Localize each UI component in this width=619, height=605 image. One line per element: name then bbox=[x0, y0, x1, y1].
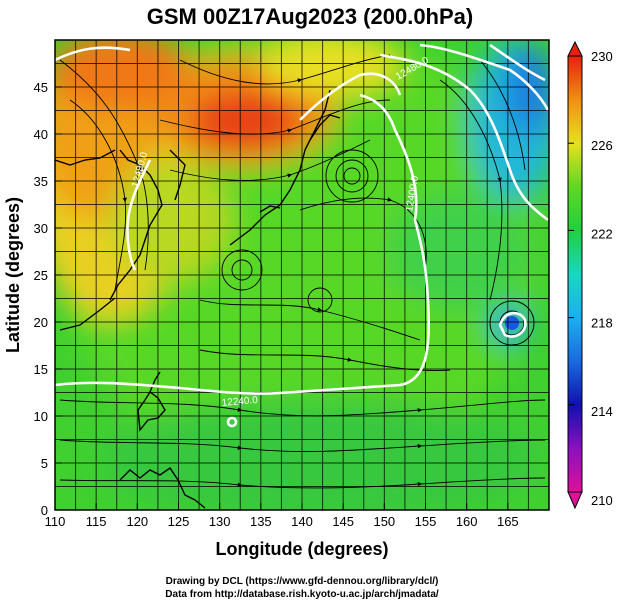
colorbar-tick-label: 226 bbox=[591, 138, 613, 153]
y-axis-label: Latitude (degrees) bbox=[3, 197, 23, 353]
y-axis: 0 5 10 15 20 25 30 35 40 45 bbox=[34, 80, 62, 518]
y-tick-label: 20 bbox=[34, 315, 48, 330]
x-axis: 110 115 120 125 130 135 140 145 150 155 160 165 bbox=[45, 503, 519, 529]
y-tick-label: 15 bbox=[34, 362, 48, 377]
x-tick-label: 125 bbox=[168, 514, 190, 529]
y-tick-label: 5 bbox=[41, 456, 48, 471]
colorbar-tick-label: 230 bbox=[591, 49, 613, 64]
y-tick-label: 10 bbox=[34, 409, 48, 424]
y-tick-label: 30 bbox=[34, 221, 48, 236]
low-core bbox=[505, 316, 519, 330]
colorbar-tick-label: 210 bbox=[591, 493, 613, 508]
colorbar-upper-arrow bbox=[567, 40, 583, 57]
y-tick-label: 40 bbox=[34, 127, 48, 142]
circulation-centres bbox=[221, 149, 535, 346]
y-tick-label: 45 bbox=[34, 80, 48, 95]
lat-lon-grid bbox=[55, 40, 549, 510]
y-tick-label: 0 bbox=[41, 503, 48, 518]
y-tick-label: 25 bbox=[34, 268, 48, 283]
credit-line-2: Data from http://database.rish.kyoto-u.a… bbox=[165, 589, 439, 600]
colorbar-tick-label: 222 bbox=[591, 227, 613, 242]
x-tick-label: 150 bbox=[373, 514, 395, 529]
colorbar-scale bbox=[567, 55, 583, 493]
x-tick-label: 160 bbox=[456, 514, 478, 529]
x-tick-label: 130 bbox=[209, 514, 231, 529]
x-tick-label: 135 bbox=[250, 514, 272, 529]
contour-label: 12240.0 bbox=[221, 395, 258, 409]
credit-line-1: Drawing by DCL (https://www.gfd-dennou.o… bbox=[166, 576, 439, 587]
colorbar: 230 226 222 218 214 210 bbox=[567, 40, 613, 510]
plot-area: 12240.0 12480.0 12400.0 12480.0 bbox=[55, 40, 549, 510]
x-tick-label: 155 bbox=[415, 514, 437, 529]
heatmap-field bbox=[55, 40, 549, 510]
x-tick-label: 140 bbox=[291, 514, 313, 529]
x-axis-label: Longitude (degrees) bbox=[215, 539, 388, 559]
colorbar-tick-label: 218 bbox=[591, 315, 613, 330]
x-tick-label: 115 bbox=[86, 514, 107, 529]
y-tick-label: 35 bbox=[34, 174, 48, 189]
x-tick-label: 145 bbox=[332, 514, 354, 529]
colorbar-tick-label: 214 bbox=[591, 404, 613, 419]
chart-title: GSM 00Z17Aug2023 (200.0hPa) bbox=[147, 4, 473, 29]
height-contours bbox=[55, 43, 549, 428]
x-tick-label: 120 bbox=[126, 514, 148, 529]
x-tick-label: 165 bbox=[497, 514, 519, 529]
x-tick-label: 110 bbox=[45, 514, 66, 529]
colorbar-lower-arrow bbox=[567, 491, 583, 510]
